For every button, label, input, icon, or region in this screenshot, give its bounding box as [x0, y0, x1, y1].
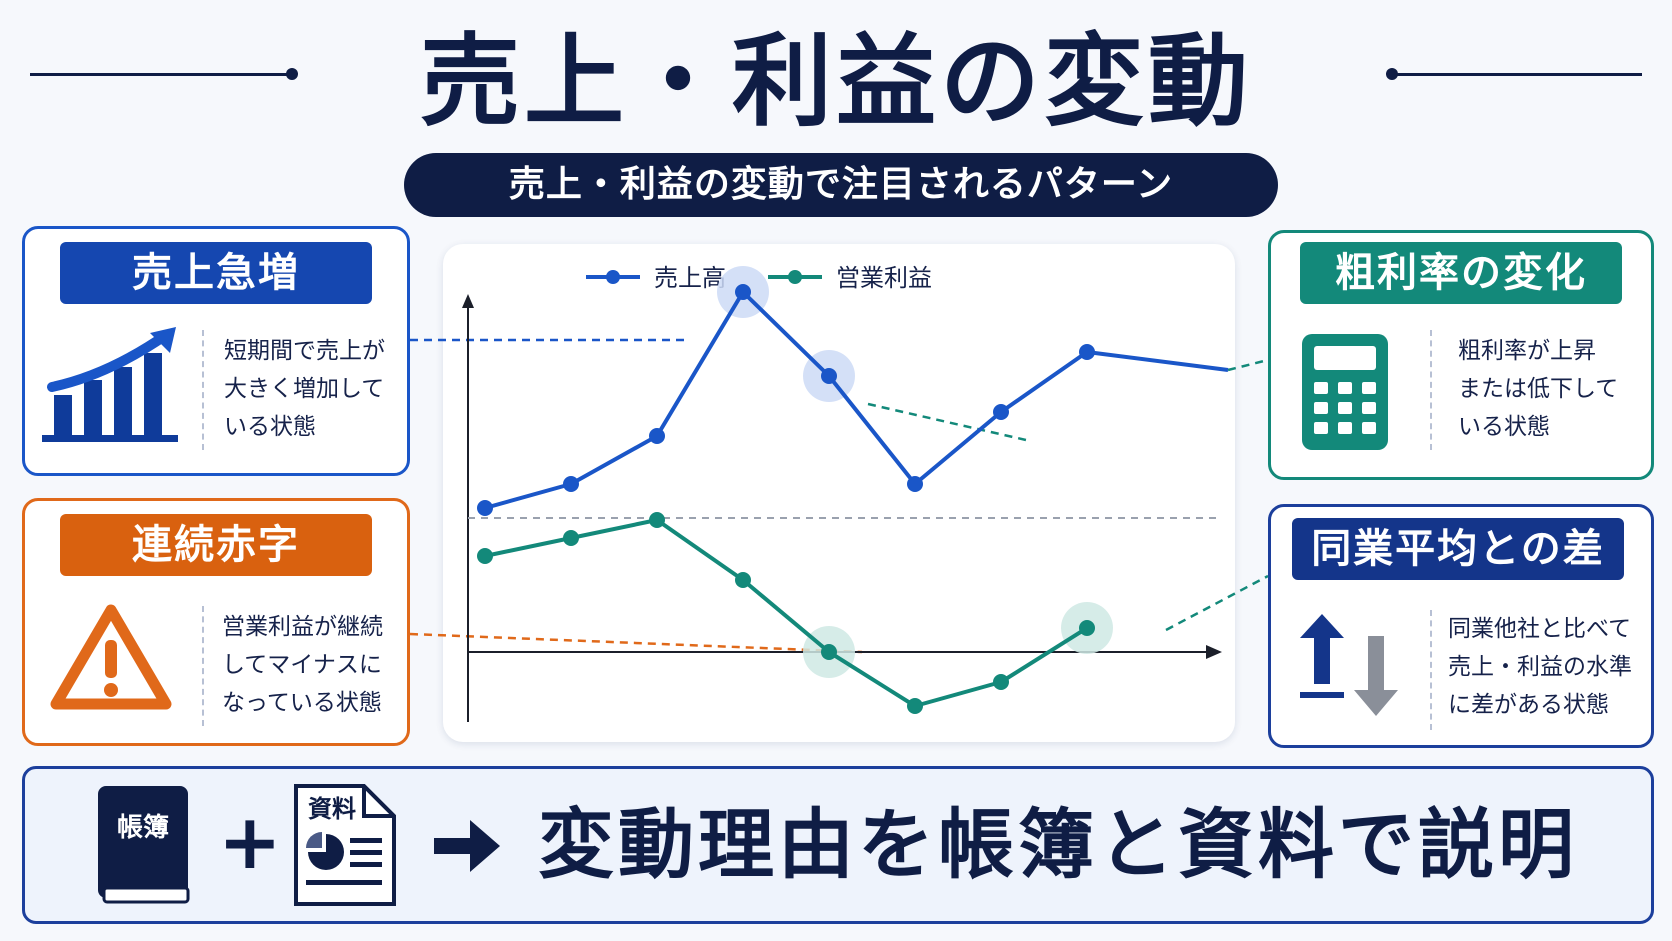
sales-point-3: [649, 428, 665, 444]
legend-sales-marker: [606, 270, 620, 284]
profit-point-5: [821, 644, 837, 660]
sales-point-6: [907, 476, 923, 492]
card-sales-surge-separator: [202, 330, 204, 450]
up-down-arrows-icon: [1300, 614, 1398, 716]
bar-chart-growth-icon: [42, 327, 178, 442]
profit-point-8: [1079, 620, 1095, 636]
sales-point-5: [821, 368, 837, 384]
sales-point-2: [563, 476, 579, 492]
profit-point-2: [563, 530, 579, 546]
plus-sign: +: [218, 797, 282, 886]
series-line-sales-extension: [1086, 350, 1229, 372]
connector-gross-margin: [1227, 358, 1269, 372]
y-axis-arrow: [462, 294, 474, 308]
warning-icon: [50, 604, 172, 710]
sales-point-8: [1079, 344, 1095, 360]
card-industry-gap-heading: 同業平均との差: [1292, 518, 1624, 580]
profit-point-6: [907, 698, 923, 714]
title-rule-right-dot: [1386, 68, 1398, 80]
sales-point-7: [993, 404, 1009, 420]
card-sales-surge-heading: 売上急増: [60, 242, 372, 304]
legend-profit-label: 営業利益: [836, 264, 932, 292]
card-industry-gap-separator: [1430, 610, 1432, 730]
series-line-sales: [484, 290, 1089, 510]
subtitle-pill: 売上・利益の変動で注目されるパターン: [404, 153, 1278, 217]
card-industry-gap-text: 同業他社と比べて 売上・利益の水準 に差がある状態: [1448, 616, 1632, 718]
card-gross-margin-change-separator: [1430, 330, 1432, 450]
card-sales-surge-text: 短期間で売上が 大きく増加して いる状態: [224, 338, 385, 440]
card-gross-margin-change-heading: 粗利率の変化: [1300, 242, 1622, 304]
page-title: 売上・利益の変動: [420, 23, 1252, 140]
x-axis-arrow: [1206, 645, 1222, 659]
sales-point-1: [477, 500, 493, 516]
profit-point-1: [477, 548, 493, 564]
title-rule-left-dot: [286, 68, 298, 80]
card-consecutive-deficit-text: 営業利益が継続 してマイナスに なっている状態: [222, 614, 383, 716]
bottom-message: 変動理由を帳簿と資料で説明: [538, 800, 1578, 889]
profit-point-7: [993, 674, 1009, 690]
document-label: 資料: [308, 795, 356, 823]
legend-profit-marker: [788, 270, 802, 284]
card-consecutive-deficit-heading: 連続赤字: [60, 514, 372, 576]
book-label: 帳簿: [117, 813, 169, 843]
title-rule-right: [1396, 73, 1642, 76]
connector-deficit: [409, 632, 863, 654]
profit-point-3: [649, 512, 665, 528]
title-rule-left: [30, 73, 290, 76]
sales-point-4: [735, 284, 751, 300]
ledger-book-icon: 帳簿: [98, 786, 190, 904]
profit-point-4: [735, 572, 751, 588]
series-line-operating-profit: [484, 518, 1089, 708]
connector-industry-gap: [1165, 574, 1269, 632]
legend-sales-label: 売上高: [654, 264, 726, 292]
card-gross-margin-change-text: 粗利率が上昇 または低下して いる状態: [1458, 338, 1619, 440]
card-consecutive-deficit-separator: [202, 606, 204, 726]
arrow-right-icon: [434, 820, 500, 872]
calculator-icon: [1302, 334, 1388, 450]
document-pie-chart-icon: 資料: [294, 784, 396, 906]
